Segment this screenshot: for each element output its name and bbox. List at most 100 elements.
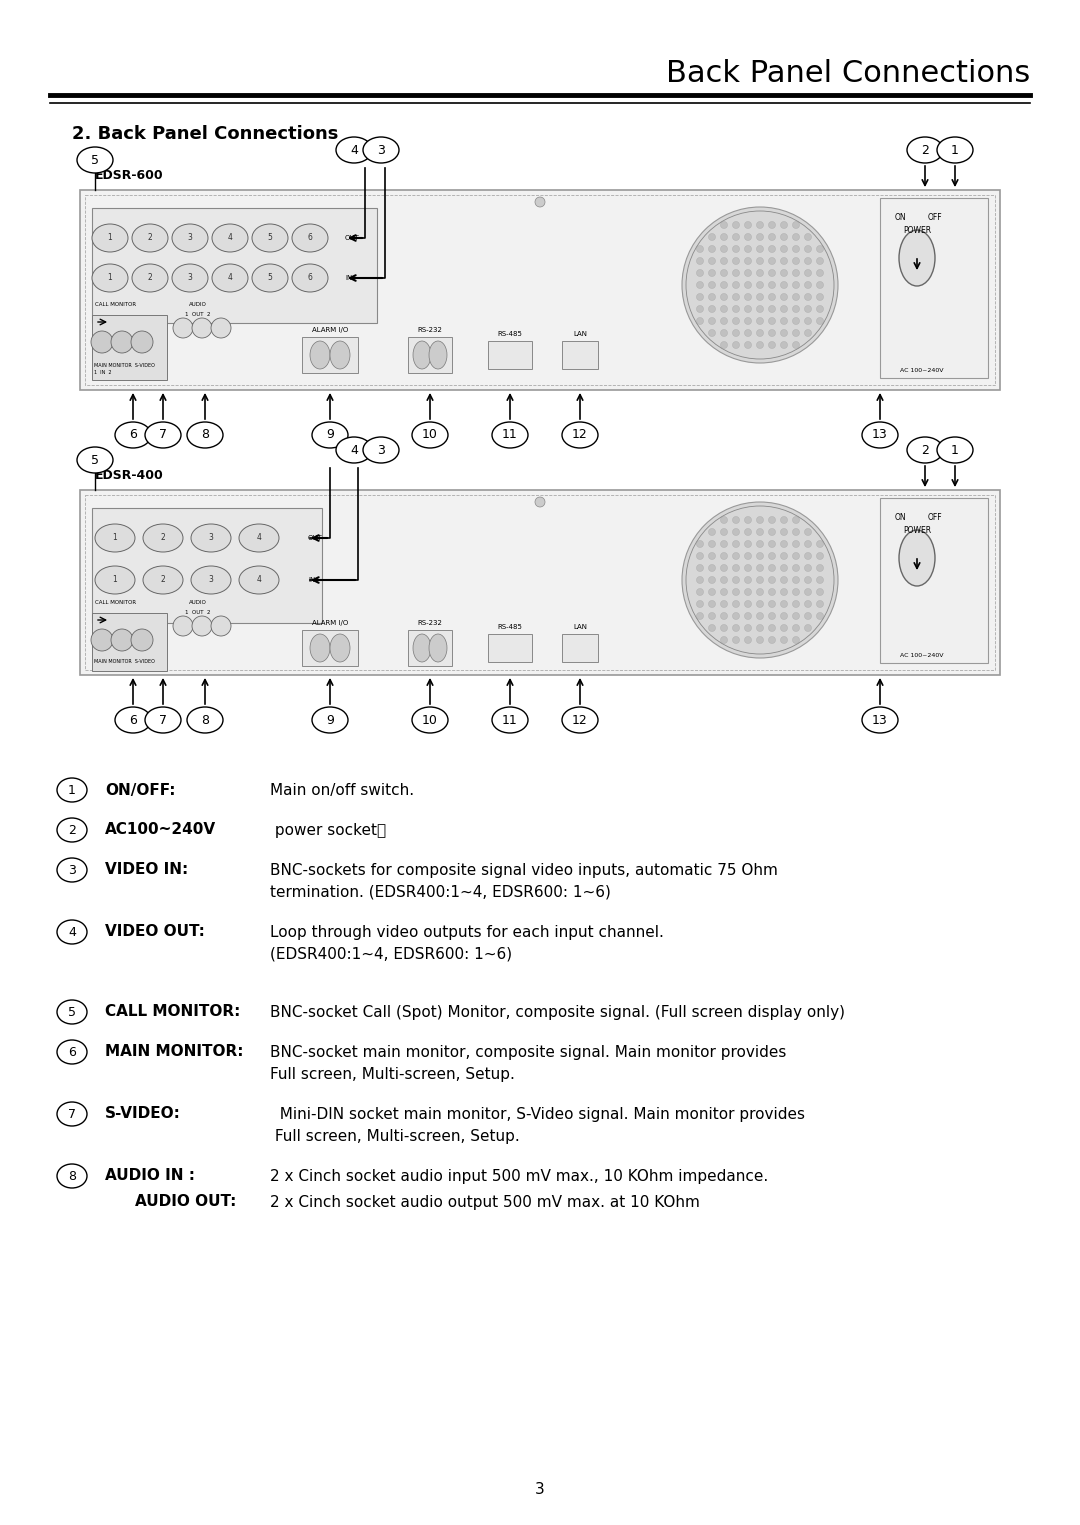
Circle shape bbox=[769, 221, 775, 229]
Circle shape bbox=[732, 329, 740, 337]
Circle shape bbox=[816, 576, 824, 584]
Circle shape bbox=[697, 293, 703, 300]
Ellipse shape bbox=[132, 264, 168, 291]
Circle shape bbox=[697, 576, 703, 584]
Circle shape bbox=[732, 233, 740, 241]
Ellipse shape bbox=[57, 778, 87, 802]
Text: VIDEO IN:: VIDEO IN: bbox=[105, 863, 188, 877]
Circle shape bbox=[697, 601, 703, 607]
Circle shape bbox=[720, 270, 728, 276]
Text: 1: 1 bbox=[108, 273, 112, 282]
Circle shape bbox=[744, 282, 752, 288]
Text: 4: 4 bbox=[350, 143, 357, 157]
Circle shape bbox=[769, 589, 775, 595]
Circle shape bbox=[816, 564, 824, 572]
Text: BNC-socket main monitor, composite signal. Main monitor provides: BNC-socket main monitor, composite signa… bbox=[270, 1045, 786, 1060]
Circle shape bbox=[697, 317, 703, 325]
Ellipse shape bbox=[57, 1000, 87, 1023]
Circle shape bbox=[708, 329, 715, 337]
Text: 7: 7 bbox=[159, 429, 167, 442]
Circle shape bbox=[732, 529, 740, 535]
Ellipse shape bbox=[77, 447, 113, 473]
Circle shape bbox=[111, 628, 133, 651]
Circle shape bbox=[756, 589, 764, 595]
Ellipse shape bbox=[172, 264, 208, 291]
Text: termination. (EDSR400:1~4, EDSR600: 1~6): termination. (EDSR400:1~4, EDSR600: 1~6) bbox=[270, 884, 611, 900]
Text: MAIN MONITOR  S-VIDEO: MAIN MONITOR S-VIDEO bbox=[94, 363, 154, 368]
Circle shape bbox=[805, 233, 811, 241]
Text: 3: 3 bbox=[377, 444, 384, 456]
Circle shape bbox=[720, 613, 728, 619]
Ellipse shape bbox=[252, 264, 288, 291]
Text: 12: 12 bbox=[572, 714, 588, 726]
Ellipse shape bbox=[310, 342, 330, 369]
Circle shape bbox=[816, 293, 824, 300]
Circle shape bbox=[781, 282, 787, 288]
Text: OFF: OFF bbox=[928, 214, 943, 223]
Circle shape bbox=[769, 317, 775, 325]
Circle shape bbox=[744, 625, 752, 631]
Circle shape bbox=[805, 529, 811, 535]
Text: 5: 5 bbox=[91, 154, 99, 166]
Circle shape bbox=[756, 342, 764, 349]
Text: 1: 1 bbox=[68, 784, 76, 796]
Text: VIDEO OUT:: VIDEO OUT: bbox=[105, 924, 205, 939]
Text: 2: 2 bbox=[921, 444, 929, 456]
Circle shape bbox=[697, 564, 703, 572]
Ellipse shape bbox=[862, 708, 897, 734]
Text: Back Panel Connections: Back Panel Connections bbox=[665, 59, 1030, 88]
Text: AC100~240V: AC100~240V bbox=[105, 822, 216, 837]
Ellipse shape bbox=[239, 525, 279, 552]
FancyBboxPatch shape bbox=[302, 630, 357, 666]
Text: MAIN MONITOR:: MAIN MONITOR: bbox=[105, 1045, 243, 1060]
Ellipse shape bbox=[413, 634, 431, 662]
Text: Mini-DIN socket main monitor, S-Video signal. Main monitor provides: Mini-DIN socket main monitor, S-Video si… bbox=[270, 1107, 805, 1121]
Circle shape bbox=[708, 258, 715, 264]
Circle shape bbox=[805, 589, 811, 595]
Circle shape bbox=[793, 589, 799, 595]
Circle shape bbox=[769, 613, 775, 619]
Circle shape bbox=[756, 517, 764, 523]
Ellipse shape bbox=[907, 137, 943, 163]
Circle shape bbox=[744, 552, 752, 560]
Text: 3: 3 bbox=[68, 863, 76, 877]
Circle shape bbox=[681, 502, 838, 657]
Ellipse shape bbox=[411, 708, 448, 734]
Text: 10: 10 bbox=[422, 714, 437, 726]
Text: 13: 13 bbox=[873, 714, 888, 726]
Circle shape bbox=[793, 576, 799, 584]
Circle shape bbox=[769, 282, 775, 288]
Circle shape bbox=[793, 564, 799, 572]
Circle shape bbox=[732, 613, 740, 619]
Text: 2 x Cinch socket audio input 500 mV max., 10 KOhm impedance.: 2 x Cinch socket audio input 500 mV max.… bbox=[270, 1168, 768, 1183]
Ellipse shape bbox=[937, 137, 973, 163]
Circle shape bbox=[708, 613, 715, 619]
Circle shape bbox=[91, 628, 113, 651]
Text: Full screen, Multi-screen, Setup.: Full screen, Multi-screen, Setup. bbox=[270, 1128, 519, 1144]
Ellipse shape bbox=[862, 422, 897, 448]
Circle shape bbox=[744, 258, 752, 264]
Circle shape bbox=[769, 625, 775, 631]
Circle shape bbox=[535, 197, 545, 207]
Circle shape bbox=[744, 589, 752, 595]
Ellipse shape bbox=[95, 566, 135, 595]
Circle shape bbox=[793, 293, 799, 300]
Circle shape bbox=[173, 616, 193, 636]
Circle shape bbox=[697, 305, 703, 313]
Ellipse shape bbox=[411, 422, 448, 448]
Text: RS-232: RS-232 bbox=[418, 621, 443, 625]
Circle shape bbox=[781, 625, 787, 631]
Ellipse shape bbox=[899, 531, 935, 586]
Ellipse shape bbox=[363, 137, 399, 163]
Circle shape bbox=[720, 282, 728, 288]
Text: 7: 7 bbox=[159, 714, 167, 726]
Circle shape bbox=[732, 625, 740, 631]
Ellipse shape bbox=[143, 566, 183, 595]
Circle shape bbox=[769, 246, 775, 253]
Circle shape bbox=[793, 540, 799, 547]
FancyBboxPatch shape bbox=[562, 342, 598, 369]
Text: 2 x Cinch socket audio output 500 mV max. at 10 KOhm: 2 x Cinch socket audio output 500 mV max… bbox=[270, 1194, 700, 1209]
Circle shape bbox=[720, 329, 728, 337]
FancyBboxPatch shape bbox=[488, 634, 532, 662]
Circle shape bbox=[805, 564, 811, 572]
